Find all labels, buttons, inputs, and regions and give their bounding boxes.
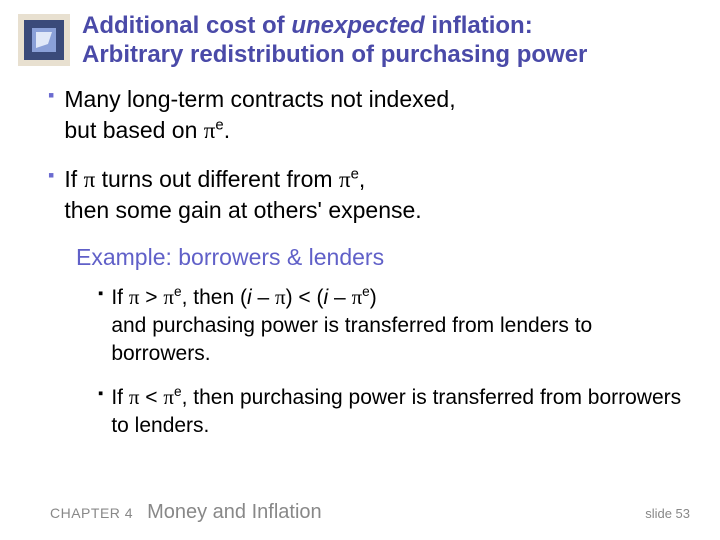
bullet-item: ▪ If π turns out different from πe,then … [48,164,682,226]
title-line-1: Additional cost of unexpected inflation: [82,12,587,41]
chapter-title: Money and Inflation [147,501,322,524]
example-label: Example: borrowers & lenders [76,244,682,271]
title-text: Additional cost of [82,12,291,39]
chapter-label: CHAPTER 4 [50,505,133,521]
bullet-item: ▪ Many long-term contracts not indexed,b… [48,84,682,146]
slide-header: Additional cost of unexpected inflation:… [18,12,702,70]
sub-bullet-marker: ▪ [98,383,103,406]
slide-number: slide 53 [645,506,690,521]
sub-bullet-text: If π > πe, then (i – π) < (i – πe)and pu… [111,283,682,369]
title-text: inflation: [425,12,533,39]
bullet-marker: ▪ [48,84,54,107]
slide-footer: CHAPTER 4 Money and Inflation slide 53 [0,501,720,524]
footer-left: CHAPTER 4 Money and Inflation [50,501,322,524]
bullet-text: If π turns out different from πe,then so… [64,164,421,226]
title-line-2: Arbitrary redistribution of purchasing p… [82,41,587,70]
bullet-text: Many long-term contracts not indexed,but… [64,84,455,146]
sub-bullet-item: ▪ If π < πe, then purchasing power is tr… [98,383,682,441]
sub-bullet-text: If π < πe, then purchasing power is tran… [111,383,682,441]
title-emphasis: unexpected [291,12,424,39]
logo-icon [18,14,70,66]
bullet-marker: ▪ [48,164,54,187]
sub-bullet-item: ▪ If π > πe, then (i – π) < (i – πe)and … [98,283,682,369]
slide-title: Additional cost of unexpected inflation:… [82,12,587,70]
sub-bullet-list: ▪ If π > πe, then (i – π) < (i – πe)and … [98,283,682,441]
sub-bullet-marker: ▪ [98,283,103,306]
slide-content: ▪ Many long-term contracts not indexed,b… [18,84,702,441]
slide-container: Additional cost of unexpected inflation:… [0,0,720,540]
